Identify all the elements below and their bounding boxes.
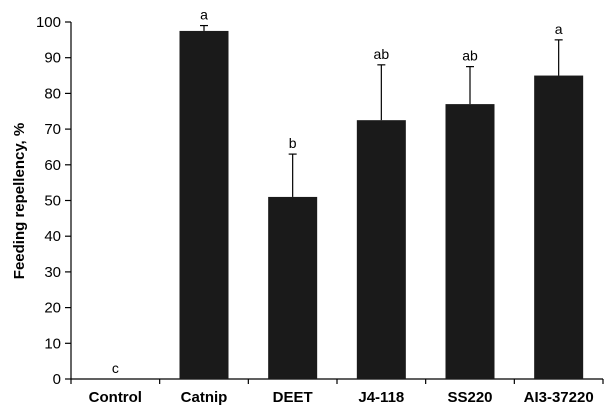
x-category-label: AI3-37220 — [524, 389, 594, 406]
significance-label: ab — [462, 48, 478, 64]
y-tick-label: 70 — [44, 121, 61, 138]
y-tick-label: 40 — [44, 228, 61, 245]
bar-j4-118 — [356, 120, 406, 380]
bar-ss220 — [445, 104, 495, 380]
x-category-label: DEET — [273, 389, 313, 406]
x-category-label: SS220 — [447, 389, 492, 406]
y-tick-label: 90 — [44, 50, 61, 67]
y-tick-label: 20 — [44, 300, 61, 317]
bars — [179, 24, 584, 380]
significance-label: a — [555, 21, 563, 37]
bar-deet — [268, 196, 318, 379]
axes: 0 10 20 30 40 50 60 70 80 90 100 — [36, 14, 604, 388]
y-tick-label: 80 — [44, 85, 61, 102]
labels: c Control a Catnip b DEET ab J4-118 ab SS220 a AI3-… — [89, 7, 594, 406]
y-axis-title-group: Feeding repellency, % — [11, 123, 28, 279]
y-tick-label: 30 — [44, 264, 61, 281]
bar-ai3-37220 — [534, 75, 584, 380]
y-tick-label: 0 — [53, 371, 61, 388]
y-axis-title: Feeding repellency, % — [11, 123, 28, 279]
x-category-label: Catnip — [181, 389, 228, 406]
significance-label: a — [200, 7, 208, 23]
bar-catnip — [179, 30, 229, 380]
significance-label: ab — [374, 46, 390, 62]
significance-label: c — [112, 360, 119, 376]
y-tick-label: 50 — [44, 193, 61, 210]
y-tick-label: 100 — [36, 14, 61, 31]
significance-label: b — [289, 135, 297, 151]
y-tick-label: 60 — [44, 157, 61, 174]
x-category-label: Control — [89, 389, 142, 406]
x-category-label: J4-118 — [358, 389, 404, 406]
y-tick-label: 10 — [44, 335, 61, 352]
